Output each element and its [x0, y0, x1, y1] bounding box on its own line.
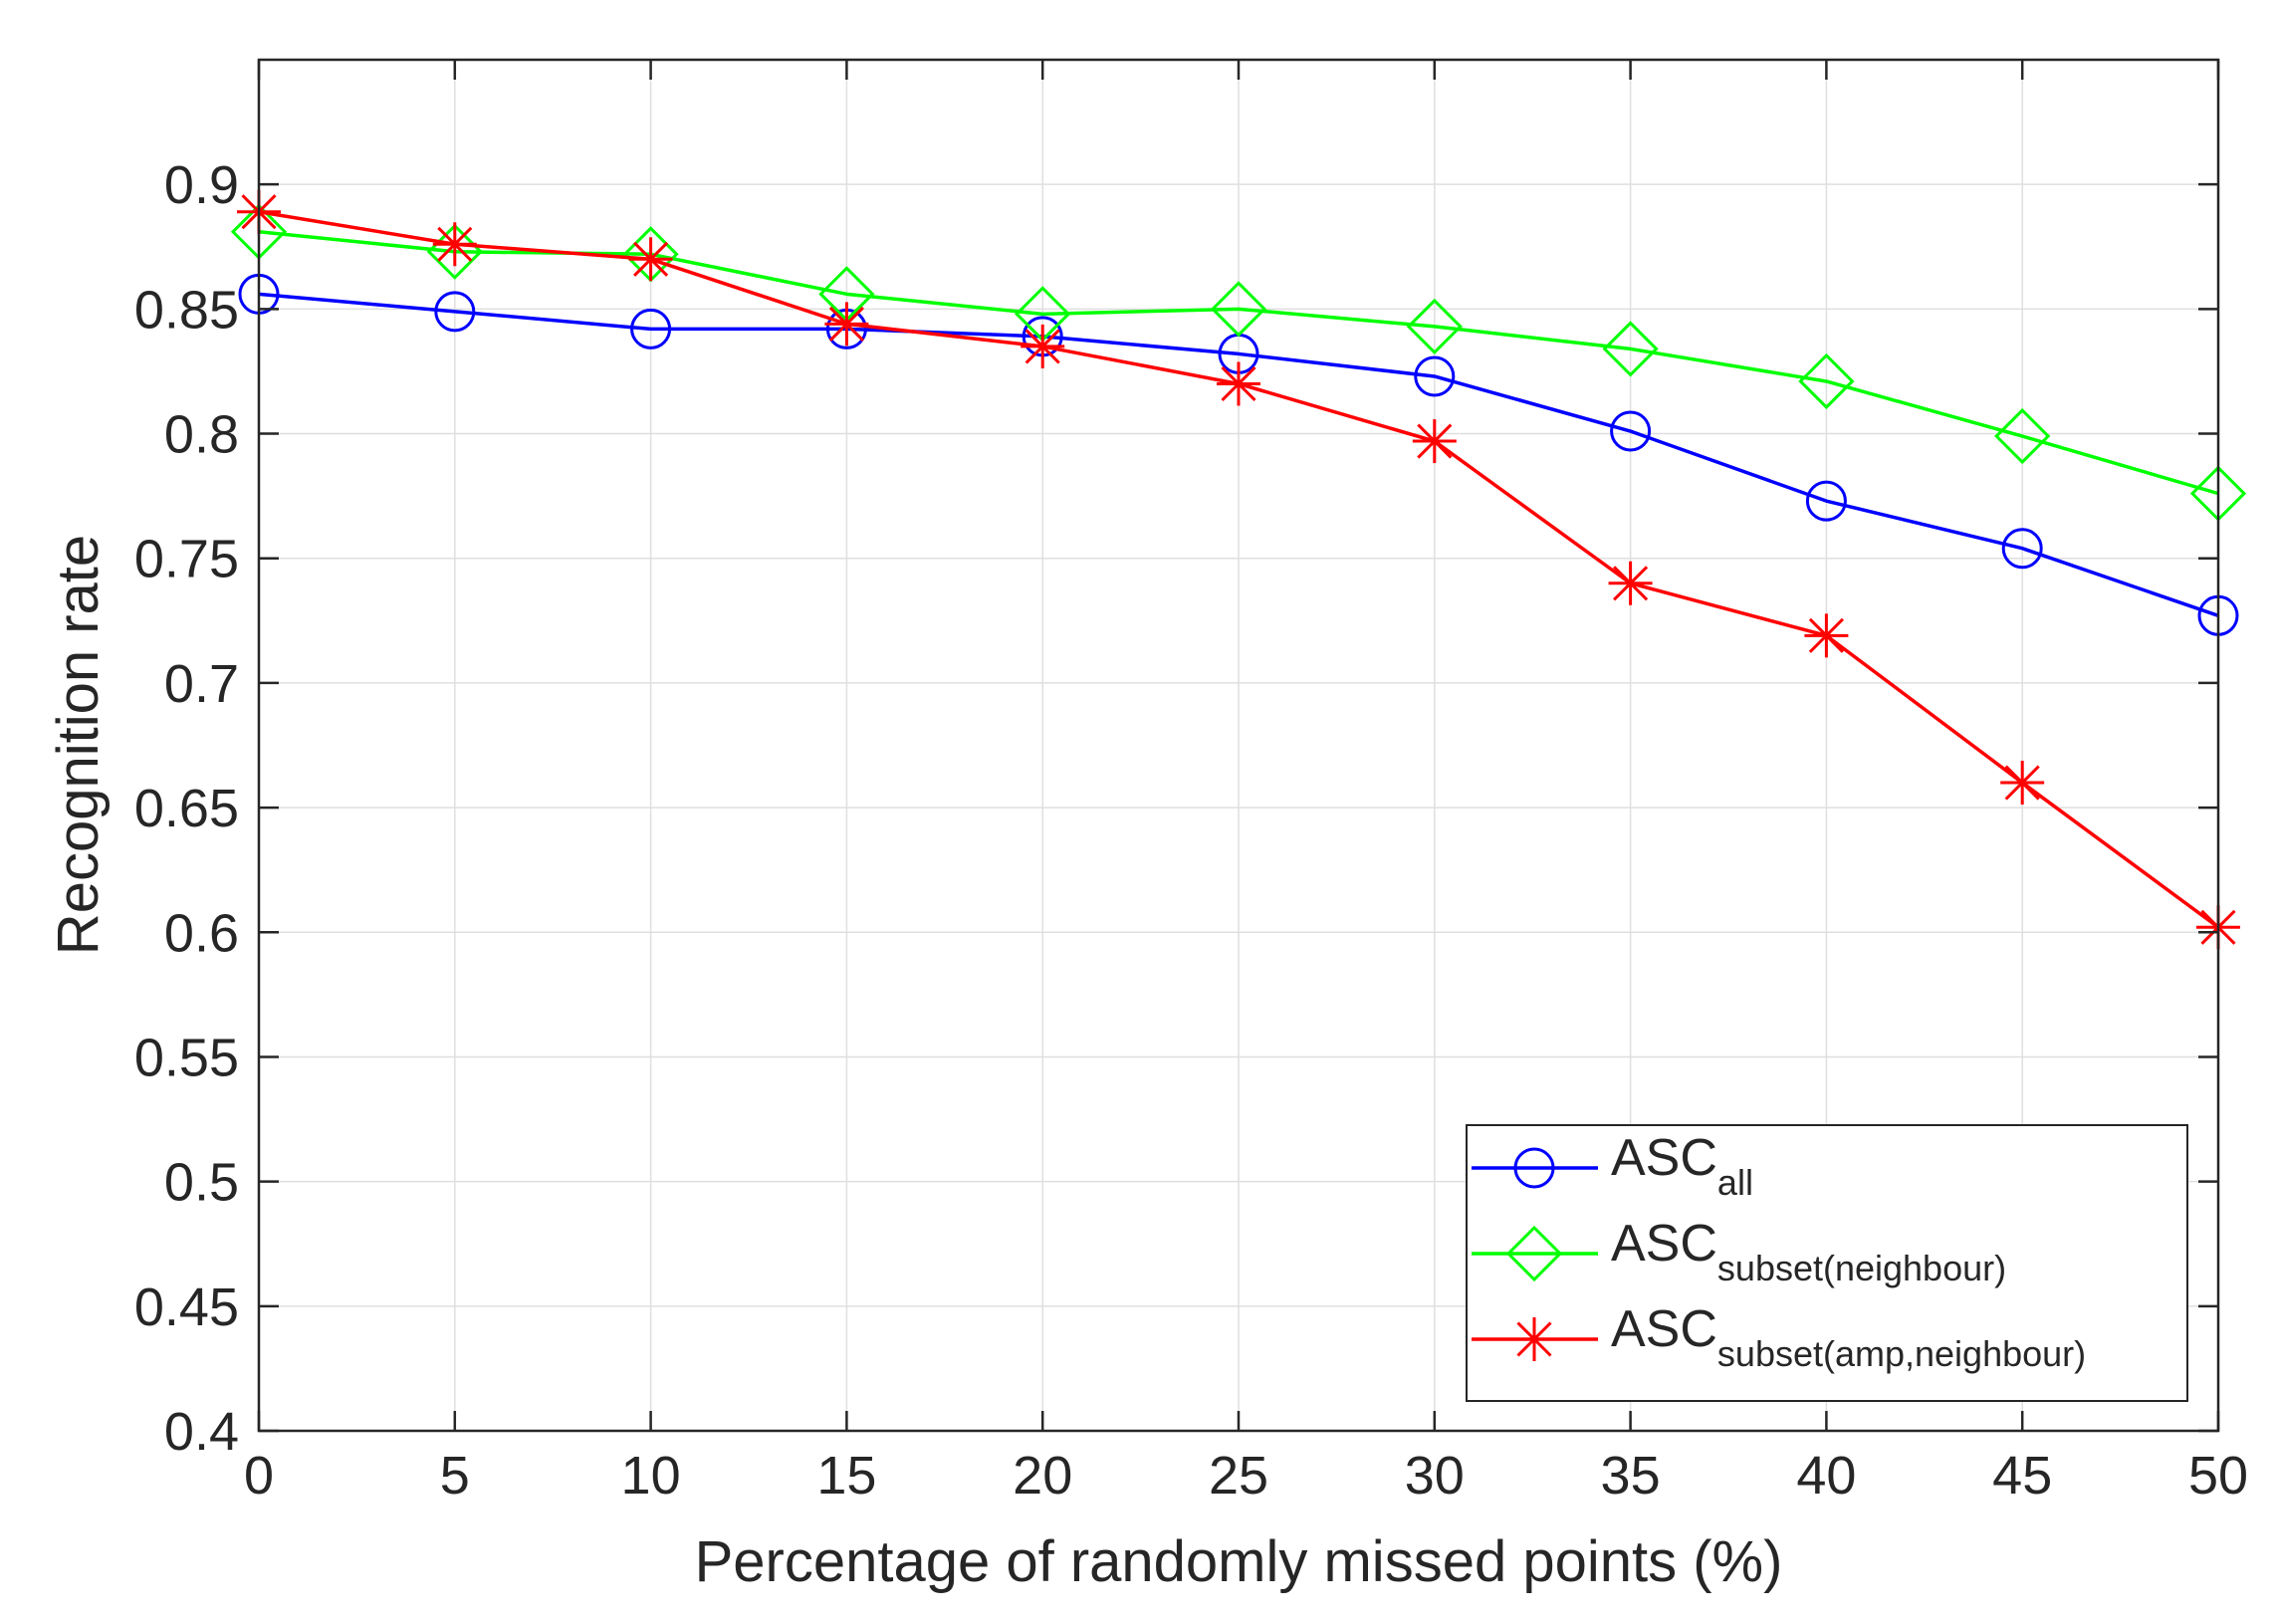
data-point: [1608, 561, 1653, 605]
legend: ASCallASCsubset(neighbour)ASCsubset(amp,…: [1466, 1124, 2188, 1402]
y-tick-label: 0.7: [164, 654, 239, 714]
legend-entry: ASCsubset(amp,neighbour): [1472, 1300, 2086, 1374]
legend-label-sub: subset(neighbour): [1717, 1248, 2006, 1288]
x-tick-label: 45: [1992, 1446, 2052, 1506]
asterisk-stroke: [828, 306, 864, 342]
y-tick-label: 0.55: [134, 1028, 239, 1087]
x-tick-label: 15: [816, 1446, 876, 1506]
data-point: [824, 302, 869, 347]
data-point: [1602, 321, 1659, 377]
x-tick-label: 20: [1013, 1446, 1072, 1506]
legend-label-main: ASC: [1611, 1300, 1717, 1358]
legend-label: ASCall: [1611, 1129, 1753, 1203]
asterisk-stroke: [437, 226, 473, 262]
asterisk-stroke: [1025, 329, 1060, 364]
ticks: 0 5 10 15 20 25 30 35 40 45 50 0.4 0.45 0.5 0.55 0.6 0.6…: [134, 60, 2248, 1506]
asterisk-stroke: [1808, 617, 1844, 653]
legend-label-sub: all: [1717, 1162, 1753, 1203]
asterisk-stroke: [1417, 423, 1453, 459]
data-point: [1406, 298, 1463, 355]
data-point: [1210, 281, 1267, 338]
x-tick-label: 0: [244, 1446, 274, 1506]
data-point: [1414, 355, 1456, 397]
y-tick-label: 0.6: [164, 903, 239, 963]
data-point: [1217, 361, 1260, 406]
data-point: [1610, 410, 1652, 452]
series-line: [258, 292, 2219, 617]
asterisk-stroke: [1516, 1321, 1552, 1357]
data-point: [1798, 352, 1855, 410]
y-tick-label: 0.75: [134, 530, 239, 589]
y-tick-label: 0.9: [164, 155, 239, 215]
data-point: [1804, 613, 1849, 658]
x-tick-label: 35: [1601, 1446, 1661, 1506]
data-point: [2001, 528, 2043, 570]
data-point: [1994, 407, 2051, 465]
data-point: [628, 237, 673, 282]
legend-entry: ASCall: [1472, 1129, 1753, 1203]
y-tick-label: 0.4: [164, 1402, 239, 1462]
x-tick-label: 40: [1796, 1446, 1856, 1506]
data-point: [1021, 324, 1065, 368]
x-tick-label: 30: [1405, 1446, 1465, 1506]
x-tick-label: 50: [2188, 1446, 2248, 1506]
legend-entry: ASCsubset(neighbour): [1472, 1215, 2006, 1288]
y-tick-label: 0.45: [134, 1277, 239, 1337]
x-axis-label: Percentage of randomly missed points (%): [695, 1529, 1783, 1594]
data-point: [1412, 419, 1457, 464]
legend-marker: [1513, 1147, 1555, 1189]
legend-label: ASCsubset(amp,neighbour): [1611, 1300, 2086, 1374]
legend-label-sub: subset(amp,neighbour): [1717, 1333, 2086, 1374]
y-tick-label: 0.5: [164, 1153, 239, 1213]
y-tick-label: 0.85: [134, 280, 239, 340]
data-point: [630, 308, 672, 349]
data-point: [434, 291, 476, 333]
legend-marker: [1505, 1225, 1563, 1282]
asterisk-stroke: [2004, 765, 2040, 801]
data-point: [2000, 761, 2045, 806]
y-tick-label: 0.65: [134, 779, 239, 838]
x-tick-label: 5: [440, 1446, 470, 1506]
data-point: [1805, 480, 1847, 522]
asterisk-stroke: [633, 241, 669, 277]
x-tick-label: 25: [1209, 1446, 1268, 1506]
legend-label: ASCsubset(neighbour): [1611, 1215, 2006, 1288]
legend-box: [1466, 1124, 2188, 1402]
asterisk-stroke: [1613, 566, 1649, 601]
data-point: [432, 222, 477, 267]
y-axis-label: Recognition rate: [46, 535, 111, 955]
y-tick-label: 0.8: [164, 405, 239, 465]
x-tick-label: 10: [621, 1446, 681, 1506]
legend-marker: [1512, 1317, 1556, 1361]
legend-label-main: ASC: [1611, 1129, 1717, 1187]
legend-label-main: ASC: [1611, 1215, 1717, 1273]
asterisk-stroke: [1221, 365, 1256, 402]
